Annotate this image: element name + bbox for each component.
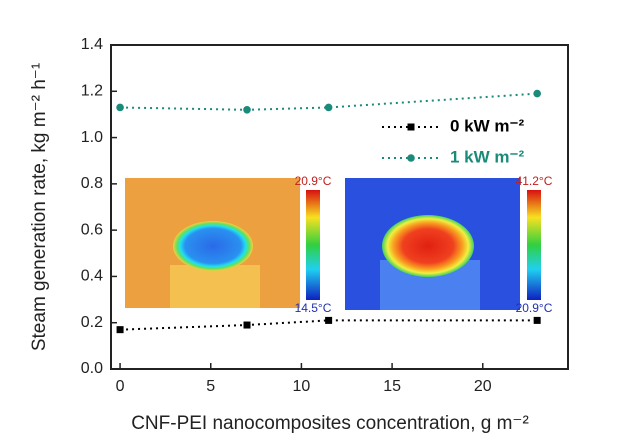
marker [243,321,251,329]
legend-label: 1 kW m⁻² [450,147,524,166]
x-axis-label: CNF-PEI nanocomposites concentration, g … [131,413,529,434]
marker [116,103,124,112]
y-tick-label: 1.4 [81,36,103,53]
colorbar-min-label: 20.9°C [516,301,553,315]
y-axis-label: Steam generation rate, kg m⁻² h⁻¹ [29,63,50,351]
colorbar [527,190,541,300]
marker [533,316,541,324]
marker [243,106,251,114]
y-tick-label: 0.4 [81,268,103,285]
x-tick-label: 20 [474,378,492,395]
colorbar [306,190,320,300]
series-line [120,92,538,111]
inset-right [345,178,541,310]
plot-frame [110,44,569,370]
thermal-spot [173,221,253,271]
y-tick-label: 1.0 [81,129,103,146]
marker [325,316,333,324]
x-tick-label: 0 [116,378,125,395]
inset-left [125,178,320,308]
marker [324,103,333,112]
colorbar-max-label: 20.9°C [295,174,332,188]
x-tick-label: 15 [383,378,401,395]
legend-marker [407,154,415,162]
thermal-region [170,265,260,308]
y-tick-label: 1.2 [81,83,103,100]
x-tick-label: 10 [293,378,311,395]
y-tick-label: 0.6 [81,221,103,238]
colorbar-min-label: 14.5°C [295,301,332,315]
marker [116,326,124,334]
legend-marker [407,123,415,131]
y-tick-label: 0.8 [81,175,103,192]
thermal-spot [382,215,474,277]
legend-label: 0 kW m⁻² [450,116,524,135]
colorbar-max-label: 41.2°C [516,174,553,188]
marker [533,89,541,98]
series-line [120,319,538,331]
y-tick-label: 0.0 [81,360,103,377]
y-tick-label: 0.2 [81,314,103,331]
x-tick-label: 5 [206,378,215,395]
